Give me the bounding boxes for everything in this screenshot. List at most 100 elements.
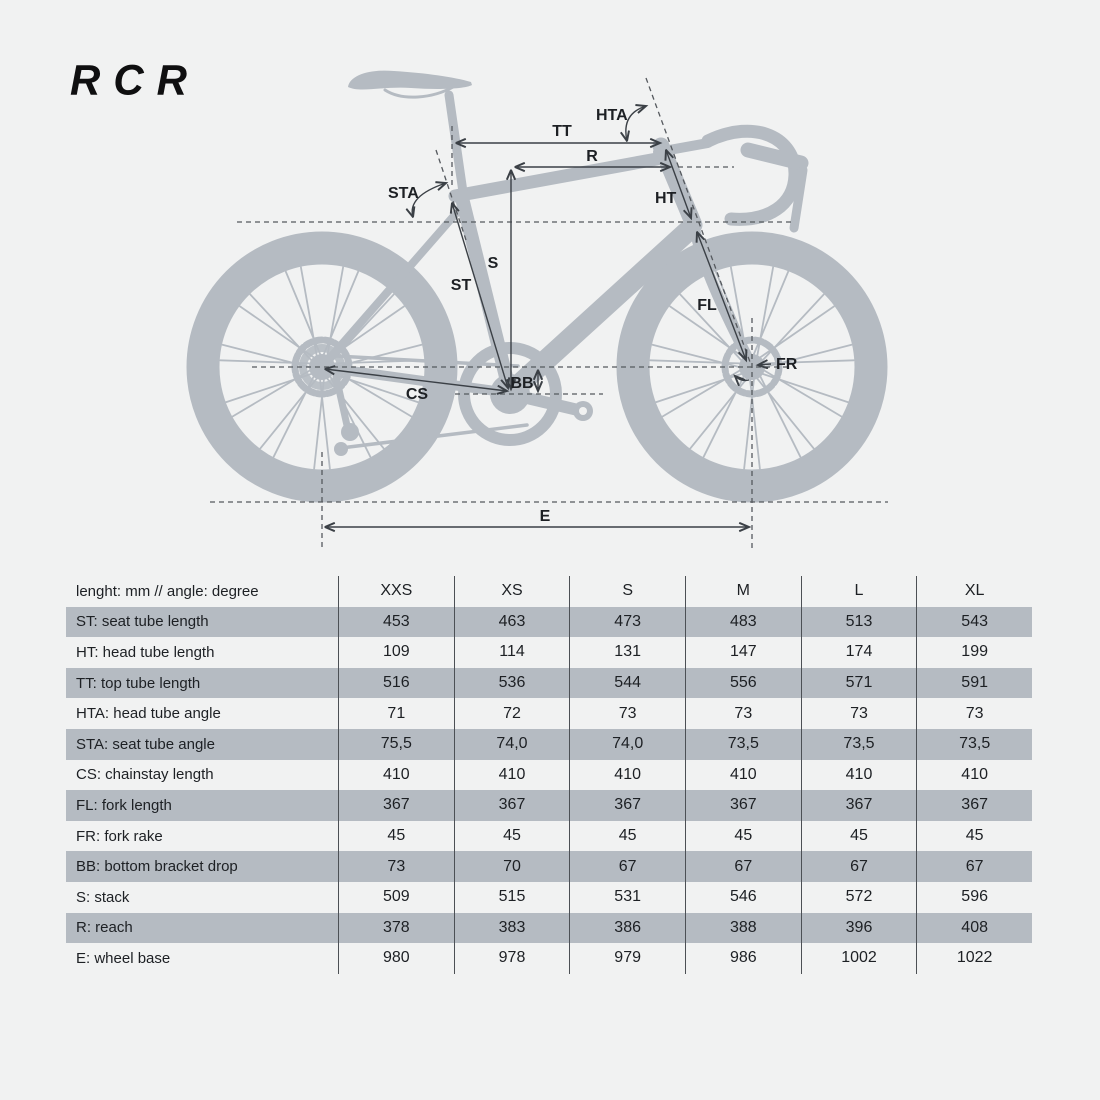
row-value: 980 [338,943,454,974]
label-st: ST [451,277,472,294]
row-value: 396 [800,912,917,944]
bike-silhouette [186,70,888,503]
row-value: 73 [338,851,454,882]
seat-tube-axis-line [435,149,467,241]
row-value: 73,5 [684,728,801,760]
row-value: 174 [800,637,917,668]
derailleur-pulley [334,442,348,456]
row-value: 383 [453,912,570,944]
row-label: FR: fork rake [76,827,163,845]
ht-dimension-line [666,150,691,218]
bike-geometry-diagram: HTA TT R STA HT S ST CS BB FL FR E [186,70,888,548]
frame [317,90,756,402]
brake-lever [789,165,808,233]
table-row: CS: chainstay length 410 410 410 410 410 410 [66,759,1032,791]
label-r: R [586,148,598,165]
row-value: 536 [453,667,570,699]
row-label: ST: seat tube length [76,613,209,631]
row-label: HT: head tube length [76,643,215,661]
brand-logo: RCR [70,55,200,104]
row-value: 1002 [800,943,917,974]
row-label: STA: seat tube angle [76,735,215,753]
row-value: 531 [569,881,685,913]
row-value: 367 [338,790,454,821]
table-header-row: lenght: mm // angle: degree XXS XS S M L… [66,576,1032,607]
row-label: R: reach [76,919,133,937]
row-value: 473 [569,606,685,638]
fr-leader-line [758,364,772,365]
row-value: 1022 [916,943,1032,974]
size-column-header: XS [453,576,570,607]
row-value: 453 [338,606,454,638]
row-value: 73 [569,698,685,729]
geo-table-body: ST: seat tube length 453 463 473 483 513 543 HT… [66,606,1032,974]
crank-arm [504,388,584,416]
row-value: 410 [453,759,570,791]
row-value: 75,5 [338,728,454,760]
row-value: 386 [569,912,685,944]
row-value: 147 [684,637,801,668]
row-value: 367 [916,790,1032,821]
row-value: 978 [453,943,570,974]
table-row: E: wheel base 980 978 979 986 1002 1022 [66,943,1032,974]
row-value: 986 [684,943,801,974]
label-s: S [488,255,499,272]
row-value: 45 [338,820,454,852]
row-value: 556 [684,667,801,699]
fl-dimension-line [697,232,746,360]
size-column-header: M [684,576,801,607]
row-value: 596 [916,881,1032,913]
row-label: FL: fork length [76,796,172,814]
table-row: ST: seat tube length 453 463 473 483 513 543 [66,606,1032,638]
annotation-labels: HTA TT R STA HT S ST CS BB FL FR E [388,107,798,525]
seatstay [318,206,463,371]
size-column-header: L [800,576,917,607]
label-fl: FL [697,297,717,314]
brake-hood [740,142,809,171]
st-dimension-line [452,203,508,388]
row-label: TT: top tube length [76,674,201,692]
row-value: 513 [800,606,917,638]
drop-bar [701,124,802,226]
row-value: 367 [684,790,801,821]
row-value: 70 [453,851,570,882]
size-column-header: XXS [338,576,454,607]
row-label: E: wheel base [76,949,171,967]
row-value: 73 [684,698,801,729]
row-value: 45 [453,820,570,852]
row-value: 73,5 [800,728,917,760]
table-row: S: stack 509 515 531 546 572 596 [66,881,1032,913]
row-value: 544 [569,667,685,699]
row-value: 367 [569,790,685,821]
row-value: 71 [338,698,454,729]
table-row: FR: fork rake 45 45 45 45 45 45 [66,820,1032,852]
size-column-header: XL [916,576,1032,607]
row-value: 546 [684,881,801,913]
row-value: 109 [338,637,454,668]
row-value: 367 [800,790,917,821]
row-value: 388 [684,912,801,944]
row-label: CS: chainstay length [76,766,214,784]
size-column-header: S [569,576,685,607]
row-value: 509 [338,881,454,913]
row-value: 378 [338,912,454,944]
row-value: 516 [338,667,454,699]
dimension-lines [325,106,772,527]
row-value: 74,0 [569,728,685,760]
row-value: 483 [684,606,801,638]
fr-offset-arrow [735,376,750,381]
label-e: E [540,508,551,525]
sta-angle-arc [412,183,446,217]
label-sta: STA [388,185,419,202]
row-value: 591 [916,667,1032,699]
row-value: 45 [569,820,685,852]
row-value: 515 [453,881,570,913]
saddle [348,70,472,99]
table-row: BB: bottom bracket drop 73 70 67 67 67 67 [66,851,1032,882]
table-row: STA: seat tube angle 75,5 74,0 74,0 73,5 73,5… [66,728,1032,760]
table-units-label: lenght: mm // angle: degree [76,582,259,600]
hta-angle-arc [626,106,646,141]
row-value: 45 [800,820,917,852]
row-value: 410 [684,759,801,791]
table-row: HTA: head tube angle 71 72 73 73 73 73 [66,698,1032,729]
